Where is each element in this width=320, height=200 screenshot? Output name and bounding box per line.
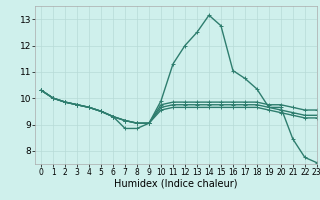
X-axis label: Humidex (Indice chaleur): Humidex (Indice chaleur) (114, 179, 238, 189)
